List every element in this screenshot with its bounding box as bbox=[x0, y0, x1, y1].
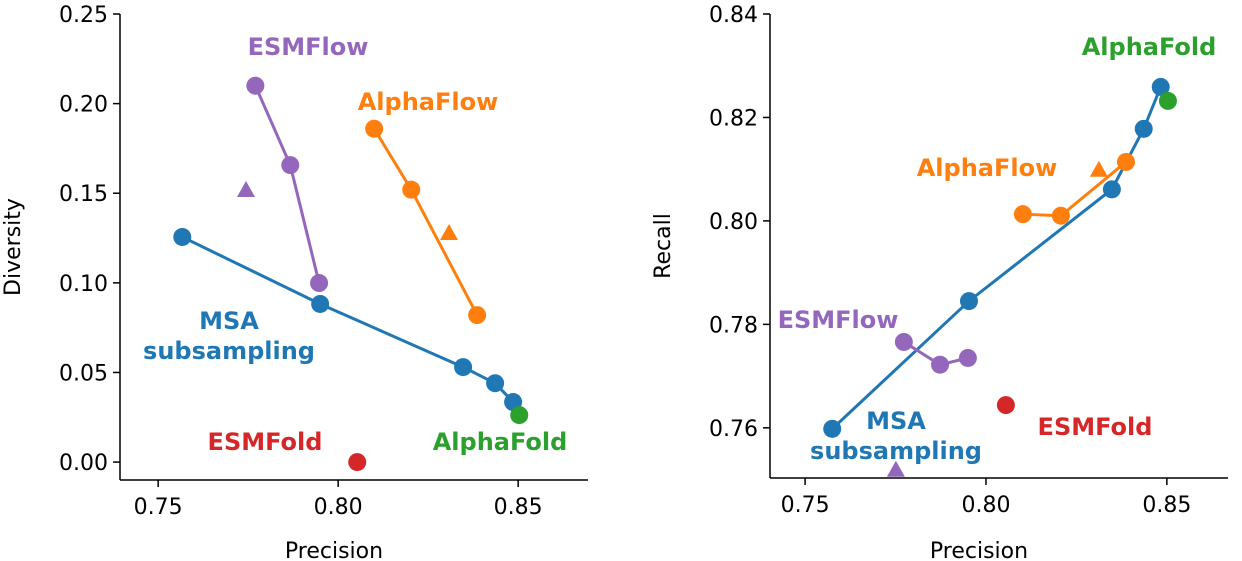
series-label: MSA subsampling bbox=[143, 307, 315, 365]
triangle-point bbox=[886, 460, 905, 477]
x-tick-label: 0.80 bbox=[314, 495, 363, 520]
y-axis-label: Recall bbox=[651, 213, 676, 279]
triangle-point bbox=[1089, 160, 1108, 177]
point bbox=[1013, 205, 1032, 224]
y-tick-label: 0.05 bbox=[59, 361, 108, 386]
x-tick-label: 0.85 bbox=[494, 495, 543, 520]
x-axis-label: Precision bbox=[285, 539, 383, 561]
point bbox=[365, 119, 384, 138]
y-tick-label: 0.10 bbox=[59, 272, 108, 297]
point bbox=[281, 156, 300, 175]
y-tick-label: 0.80 bbox=[709, 210, 758, 235]
y-tick-label: 0.00 bbox=[59, 451, 108, 476]
point bbox=[1116, 152, 1135, 171]
series-label: MSA subsampling bbox=[810, 407, 982, 465]
point bbox=[486, 374, 505, 393]
y-tick-label: 0.15 bbox=[59, 182, 108, 207]
x-tick-label: 0.80 bbox=[961, 493, 1010, 518]
point bbox=[996, 396, 1015, 415]
series-line bbox=[253, 85, 321, 284]
series-label: ESMFold bbox=[207, 428, 323, 456]
point bbox=[1158, 91, 1177, 110]
y-tick-label: 0.25 bbox=[59, 3, 108, 28]
point bbox=[402, 180, 421, 199]
x-tick-label: 0.85 bbox=[1142, 493, 1191, 518]
triangle-point bbox=[237, 181, 255, 198]
triangle-point bbox=[440, 224, 459, 241]
point bbox=[310, 274, 329, 293]
point bbox=[454, 358, 473, 377]
x-tick-label: 0.75 bbox=[134, 495, 183, 520]
series-label: AlphaFold bbox=[432, 428, 568, 456]
series-label: ESMFold bbox=[1037, 413, 1153, 441]
point bbox=[1134, 119, 1153, 138]
point bbox=[348, 453, 367, 472]
point bbox=[468, 306, 487, 325]
point bbox=[246, 76, 265, 95]
x-tick-label: 0.75 bbox=[781, 493, 830, 518]
y-tick-label: 0.20 bbox=[59, 93, 108, 118]
y-tick-label: 0.78 bbox=[709, 313, 758, 338]
series-line bbox=[831, 86, 1163, 430]
point bbox=[1102, 180, 1121, 199]
point bbox=[959, 292, 978, 311]
y-axis-label: Diversity bbox=[1, 198, 26, 296]
point bbox=[823, 419, 842, 438]
x-axis-label: Precision bbox=[930, 539, 1028, 561]
series-label: AlphaFlow bbox=[916, 154, 1058, 182]
y-tick-label: 0.76 bbox=[709, 417, 758, 442]
series-label: ESMFlow bbox=[247, 33, 369, 61]
series-label: AlphaFold bbox=[1081, 33, 1217, 61]
point bbox=[510, 406, 529, 425]
point bbox=[931, 355, 950, 374]
y-tick-label: 0.84 bbox=[709, 3, 758, 28]
point bbox=[311, 294, 330, 313]
y-tick-label: 0.82 bbox=[709, 106, 758, 131]
point bbox=[1151, 77, 1170, 96]
series-label: AlphaFlow bbox=[357, 88, 499, 116]
point bbox=[1051, 206, 1070, 225]
point bbox=[958, 348, 977, 367]
point bbox=[173, 227, 192, 246]
point bbox=[894, 332, 913, 351]
series-label: ESMFlow bbox=[777, 306, 899, 334]
series-line bbox=[372, 127, 479, 316]
